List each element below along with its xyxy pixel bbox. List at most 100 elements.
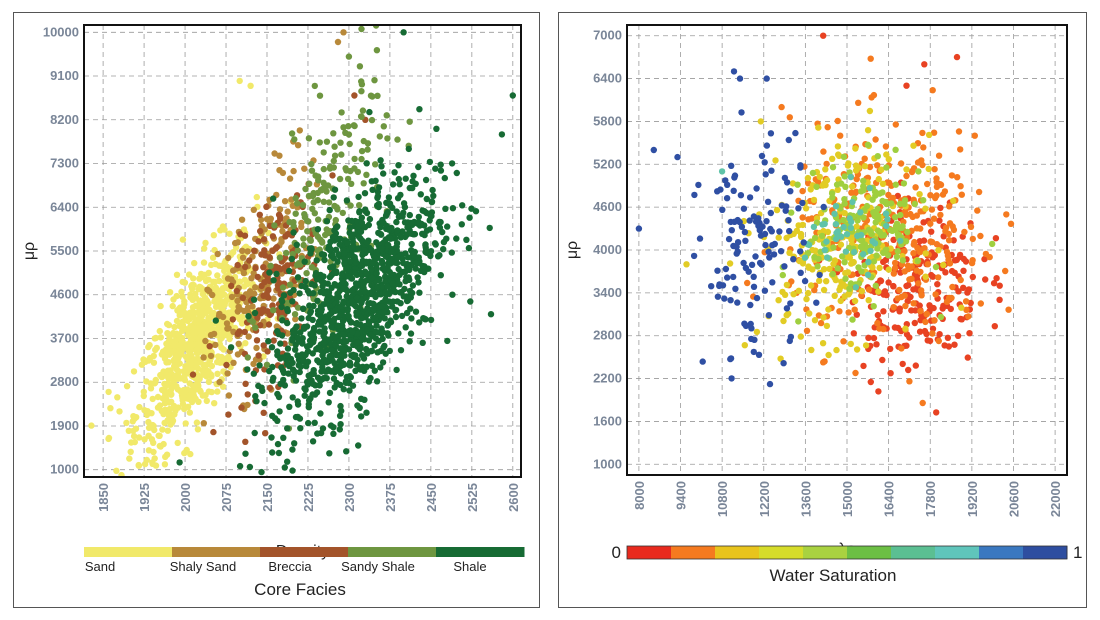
data-point bbox=[288, 130, 296, 137]
data-point bbox=[242, 340, 249, 347]
data-point bbox=[870, 303, 877, 310]
data-point bbox=[172, 337, 179, 344]
data-point bbox=[727, 297, 734, 304]
legend-swatch bbox=[84, 547, 173, 557]
data-point bbox=[815, 124, 822, 131]
data-point bbox=[185, 347, 192, 354]
data-point bbox=[281, 464, 288, 471]
data-point bbox=[257, 322, 264, 329]
data-point bbox=[171, 323, 178, 331]
data-point bbox=[732, 285, 739, 292]
data-point bbox=[346, 359, 354, 366]
data-point bbox=[378, 163, 385, 170]
data-point bbox=[840, 216, 847, 224]
data-point bbox=[165, 338, 173, 345]
y-axis-title: μρ bbox=[564, 241, 581, 259]
data-point bbox=[240, 269, 248, 277]
data-point bbox=[379, 303, 386, 310]
data-point bbox=[345, 312, 352, 320]
data-point bbox=[269, 449, 276, 456]
data-point bbox=[304, 228, 311, 235]
data-point bbox=[379, 359, 387, 366]
data-point bbox=[289, 337, 296, 344]
data-point bbox=[840, 338, 847, 345]
data-point bbox=[635, 225, 643, 232]
data-point bbox=[339, 209, 346, 217]
data-point bbox=[354, 356, 361, 364]
data-point bbox=[920, 197, 927, 204]
data-point bbox=[890, 283, 897, 290]
data-point bbox=[358, 297, 365, 304]
data-point bbox=[804, 289, 812, 297]
data-point bbox=[874, 245, 881, 252]
data-point bbox=[829, 164, 837, 171]
density-mu-rho-chart: 1000 1900 2800 3700 4600 5500 6400 7300 8200 9100… bbox=[21, 24, 525, 599]
data-point bbox=[950, 237, 957, 244]
data-point bbox=[747, 320, 754, 328]
data-point bbox=[254, 314, 261, 321]
data-point bbox=[960, 284, 967, 291]
data-point bbox=[768, 228, 775, 235]
data-point bbox=[449, 205, 457, 212]
data-point bbox=[957, 146, 964, 153]
data-point bbox=[211, 278, 219, 286]
data-point bbox=[317, 410, 324, 417]
x-tick-label: 15000 bbox=[840, 481, 855, 517]
data-point bbox=[193, 419, 201, 426]
data-point bbox=[250, 206, 257, 213]
data-point bbox=[354, 168, 362, 176]
data-point bbox=[279, 228, 286, 235]
data-point bbox=[364, 140, 372, 147]
data-point bbox=[384, 135, 391, 142]
data-point bbox=[344, 307, 351, 314]
data-point bbox=[820, 203, 827, 211]
data-point bbox=[993, 275, 1000, 282]
data-point bbox=[359, 251, 366, 259]
data-point bbox=[822, 166, 829, 173]
data-point bbox=[869, 264, 876, 271]
data-point bbox=[267, 262, 274, 269]
data-point bbox=[224, 275, 232, 282]
colorbar-segment bbox=[803, 546, 848, 559]
data-point bbox=[459, 202, 466, 209]
data-point bbox=[891, 259, 899, 267]
data-point bbox=[269, 363, 276, 371]
data-point bbox=[809, 169, 817, 177]
data-point bbox=[906, 378, 913, 385]
data-point bbox=[767, 209, 774, 217]
data-point bbox=[253, 193, 260, 201]
data-point bbox=[377, 231, 385, 238]
data-point bbox=[164, 320, 171, 328]
colorbar-max-label: 1 bbox=[1073, 543, 1082, 562]
data-point bbox=[414, 254, 421, 261]
data-point bbox=[377, 157, 384, 164]
data-point bbox=[840, 153, 848, 160]
data-point bbox=[222, 298, 229, 305]
data-point bbox=[885, 252, 892, 259]
data-point bbox=[740, 259, 747, 267]
data-point bbox=[829, 155, 836, 162]
data-point bbox=[337, 381, 344, 389]
data-point bbox=[910, 250, 917, 257]
data-point bbox=[785, 310, 792, 317]
data-point bbox=[908, 275, 915, 282]
data-point bbox=[253, 344, 260, 352]
data-point bbox=[186, 392, 193, 400]
data-point bbox=[898, 345, 905, 352]
data-point bbox=[920, 144, 927, 151]
data-point bbox=[362, 208, 369, 215]
data-point bbox=[914, 257, 921, 265]
data-point bbox=[747, 301, 754, 309]
data-point bbox=[261, 252, 268, 259]
left-chart-panel: 1000 1900 2800 3700 4600 5500 6400 7300 8200 9100… bbox=[13, 12, 540, 608]
data-point bbox=[763, 218, 770, 225]
data-point bbox=[964, 354, 971, 361]
data-point bbox=[915, 168, 922, 175]
legend-label: Sand bbox=[85, 559, 115, 574]
data-point bbox=[274, 440, 282, 448]
data-point bbox=[316, 382, 323, 389]
data-point bbox=[123, 383, 131, 390]
y-tick-label: 4000 bbox=[593, 242, 622, 257]
data-point bbox=[179, 278, 186, 286]
legend-label: Breccia bbox=[268, 559, 312, 574]
